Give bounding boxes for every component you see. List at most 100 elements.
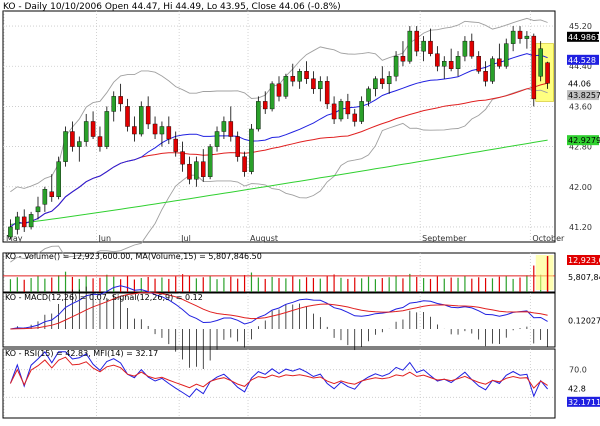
candle-body — [235, 136, 240, 157]
candle-body — [428, 40, 433, 54]
candle-body — [83, 121, 89, 142]
candle-body — [366, 88, 371, 102]
candle-body — [70, 131, 75, 147]
volume-highlight-box — [535, 255, 554, 290]
candle-body — [304, 71, 309, 79]
mfi-line — [9, 350, 548, 398]
month-label: Jun — [98, 234, 112, 243]
candle-body — [214, 131, 220, 147]
candle-body — [345, 101, 351, 115]
candle-body — [531, 35, 537, 100]
month-separators — [3, 11, 531, 418]
candle-body — [462, 40, 468, 57]
candle-body — [49, 191, 55, 198]
candle-body — [28, 214, 34, 228]
candle-body — [111, 96, 117, 112]
rsi-panel: 70.0 KO - RSI(15) = 42.83, MFI(14) = 32.1… — [3, 349, 600, 407]
candle-body — [283, 76, 289, 97]
candle-body — [318, 81, 323, 90]
candle-body — [21, 216, 27, 228]
price-panel: 45.20 44.40 43.60 42.80 42.00 41.20 May Jun Jul A… — [3, 17, 600, 263]
candle-body — [373, 78, 378, 90]
candle-body — [483, 71, 488, 82]
candle-body — [517, 30, 523, 39]
candle-body — [256, 101, 261, 130]
candle-body — [35, 206, 41, 213]
candle-body — [90, 121, 96, 137]
volume-legend: KO - Volume() = 12,923,600.00, MA(Volume… — [5, 252, 262, 261]
panel-frames — [2, 10, 556, 419]
month-label: August — [250, 234, 278, 243]
rsi-tick-label: 70.0 — [569, 366, 587, 375]
price-tick-label: 41.20 — [569, 223, 592, 232]
rsi-line — [9, 356, 548, 389]
candle-body — [524, 35, 530, 39]
candle-body — [400, 55, 406, 62]
rsi-badge-label: 42.8 — [568, 384, 586, 393]
price-badge-bg — [567, 78, 599, 89]
candle-body — [132, 126, 137, 135]
candle-body — [8, 226, 13, 238]
macd-signal-line — [10, 292, 548, 330]
candle-body — [469, 40, 475, 57]
candle-body — [421, 40, 426, 52]
candle-body — [180, 151, 185, 165]
price-tick-label: 45.20 — [569, 22, 592, 31]
candle-body — [290, 76, 296, 82]
candle-body — [311, 78, 316, 90]
candle-body — [442, 61, 447, 67]
candle-body — [125, 106, 130, 127]
price-badge-label: 44.528 — [568, 56, 596, 65]
candle-body — [187, 163, 192, 180]
price-tick-label: 42.80 — [569, 143, 592, 152]
candle-body — [324, 81, 330, 105]
candle-body — [414, 30, 419, 52]
candle-body — [448, 61, 454, 69]
candle-body — [503, 43, 509, 67]
price-badge-bg — [567, 31, 599, 42]
candle-body — [510, 30, 516, 44]
macd-legend: KO - MACD(12,26) = 0.07, Signal(12,26,9)… — [5, 293, 203, 302]
candle-body — [262, 101, 268, 110]
ma-long-line — [10, 139, 548, 225]
candle-body — [393, 55, 399, 77]
month-label: Jul — [180, 234, 191, 243]
volume-panel: KO - Volume() = 12,923,600.00, MA(Volume… — [3, 252, 600, 292]
candle-body — [104, 111, 110, 147]
candle-body — [359, 101, 364, 122]
candle-body — [139, 106, 144, 135]
candle-body — [221, 121, 227, 132]
price-badge-bg — [567, 54, 599, 65]
candle-body — [269, 83, 275, 110]
candle-body — [352, 113, 358, 122]
candle-body — [497, 58, 502, 67]
panel-frame — [2, 10, 556, 243]
chart-labels: KO - Daily 10/10/2006 Open 44.47, Hi 44.… — [3, 2, 341, 12]
candle-body — [455, 55, 461, 69]
macd-badge-bg — [567, 315, 600, 326]
volume-badge-bg — [567, 272, 600, 282]
panel-frame — [2, 348, 556, 419]
candle-body — [77, 141, 82, 147]
rsi-badge-bg — [567, 396, 600, 407]
candle-body — [200, 161, 206, 177]
candle-body — [538, 48, 543, 77]
price-badge-bg — [567, 90, 599, 101]
candle-body — [338, 101, 344, 120]
volume-badge-label: 12,923,600 — [568, 256, 600, 265]
price-tick-label: 43.60 — [569, 102, 592, 111]
candle-body — [407, 30, 413, 62]
candle-body — [166, 126, 172, 140]
candle-body — [249, 128, 254, 172]
ma-short-line — [10, 53, 548, 228]
ma-mid-line — [10, 82, 548, 228]
chart-header: KO - Daily 10/10/2006 Open 44.47, Hi 44.… — [3, 2, 341, 12]
candle-body — [173, 138, 178, 152]
bollinger-lower-line — [10, 88, 548, 263]
candle-body — [159, 126, 165, 135]
candle-body — [545, 62, 550, 84]
month-label: October — [532, 234, 565, 243]
candle-body — [380, 78, 385, 85]
candle-body — [228, 121, 234, 137]
price-badge-label: 42.9279 — [568, 136, 600, 145]
